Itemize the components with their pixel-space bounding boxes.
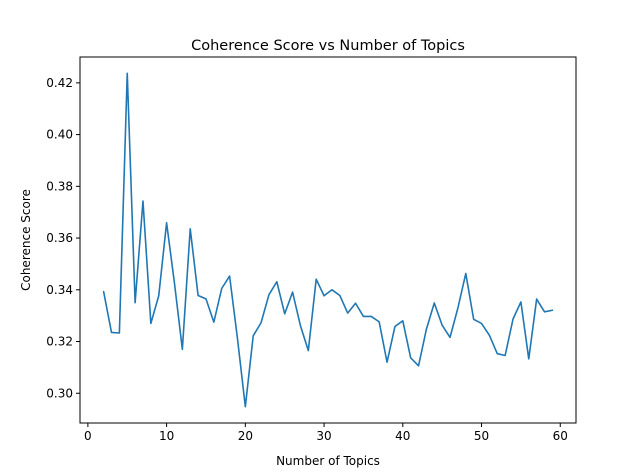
- data-point-0-21: [268, 294, 270, 296]
- x-tick-label-3: 30: [316, 429, 331, 443]
- data-point-0-3: [126, 72, 128, 74]
- data-point-0-26: [307, 349, 309, 351]
- data-point-0-23: [284, 313, 286, 315]
- data-point-0-54: [528, 358, 530, 360]
- y-tick-label-6: 0.42: [46, 76, 73, 90]
- data-point-0-18: [244, 406, 246, 408]
- x-axis-label: Number of Topics: [276, 454, 380, 468]
- data-point-0-46: [465, 272, 467, 274]
- data-point-0-33: [362, 315, 364, 317]
- data-point-0-19: [252, 335, 254, 337]
- data-point-0-11: [189, 228, 191, 230]
- chart-title: Coherence Score vs Number of Topics: [191, 38, 465, 54]
- data-point-0-2: [118, 332, 120, 334]
- data-point-0-27: [315, 278, 317, 280]
- data-point-0-50: [496, 352, 498, 354]
- data-point-0-44: [449, 336, 451, 338]
- data-point-0-1: [110, 331, 112, 333]
- x-tick-label-5: 50: [474, 429, 489, 443]
- data-point-0-15: [221, 287, 223, 289]
- data-point-0-32: [354, 302, 356, 304]
- x-tick-label-1: 10: [159, 429, 174, 443]
- data-point-0-34: [370, 315, 372, 317]
- x-tick-label-0: 0: [84, 429, 92, 443]
- data-point-0-51: [504, 354, 506, 356]
- x-tick-label-2: 20: [238, 429, 253, 443]
- data-point-0-35: [378, 321, 380, 323]
- data-point-0-49: [488, 334, 490, 336]
- y-tick-label-5: 0.40: [46, 128, 73, 142]
- y-tick-label-3: 0.36: [46, 231, 73, 245]
- data-point-0-43: [441, 324, 443, 326]
- data-point-0-20: [260, 321, 262, 323]
- data-point-0-5: [142, 200, 144, 202]
- x-tick-label-4: 40: [395, 429, 410, 443]
- data-point-0-36: [386, 361, 388, 363]
- data-point-0-41: [425, 328, 427, 330]
- data-point-0-53: [520, 301, 522, 303]
- data-point-0-45: [457, 307, 459, 309]
- data-point-0-12: [197, 294, 199, 296]
- data-point-0-40: [417, 365, 419, 367]
- x-tick-label-6: 60: [553, 429, 568, 443]
- data-point-0-25: [299, 325, 301, 327]
- y-axis-label: Coherence Score: [19, 189, 33, 291]
- data-point-0-48: [480, 322, 482, 324]
- data-point-0-52: [512, 318, 514, 320]
- data-point-0-24: [291, 291, 293, 293]
- data-point-0-57: [551, 309, 553, 311]
- data-point-0-37: [394, 325, 396, 327]
- data-point-0-30: [339, 294, 341, 296]
- data-point-0-10: [181, 348, 183, 350]
- data-point-0-31: [346, 312, 348, 314]
- data-point-0-6: [150, 322, 152, 324]
- data-point-0-38: [402, 320, 404, 322]
- data-point-0-7: [158, 295, 160, 297]
- data-point-0-28: [323, 295, 325, 297]
- y-tick-label-4: 0.38: [46, 179, 73, 193]
- data-point-0-17: [236, 337, 238, 339]
- data-point-0-14: [213, 321, 215, 323]
- y-tick-label-2: 0.34: [46, 283, 73, 297]
- y-tick-label-0: 0.30: [46, 386, 73, 400]
- data-point-0-42: [433, 302, 435, 304]
- data-point-0-8: [165, 222, 167, 224]
- data-point-0-39: [409, 357, 411, 359]
- data-point-0-13: [205, 298, 207, 300]
- y-tick-label-1: 0.32: [46, 335, 73, 349]
- data-point-0-56: [543, 311, 545, 313]
- data-point-0-47: [472, 318, 474, 320]
- data-point-0-29: [331, 289, 333, 291]
- data-point-0-0: [102, 290, 104, 292]
- data-point-0-55: [535, 298, 537, 300]
- data-point-0-16: [228, 275, 230, 277]
- data-point-0-22: [276, 281, 278, 283]
- data-point-0-9: [173, 282, 175, 284]
- data-point-0-4: [134, 302, 136, 304]
